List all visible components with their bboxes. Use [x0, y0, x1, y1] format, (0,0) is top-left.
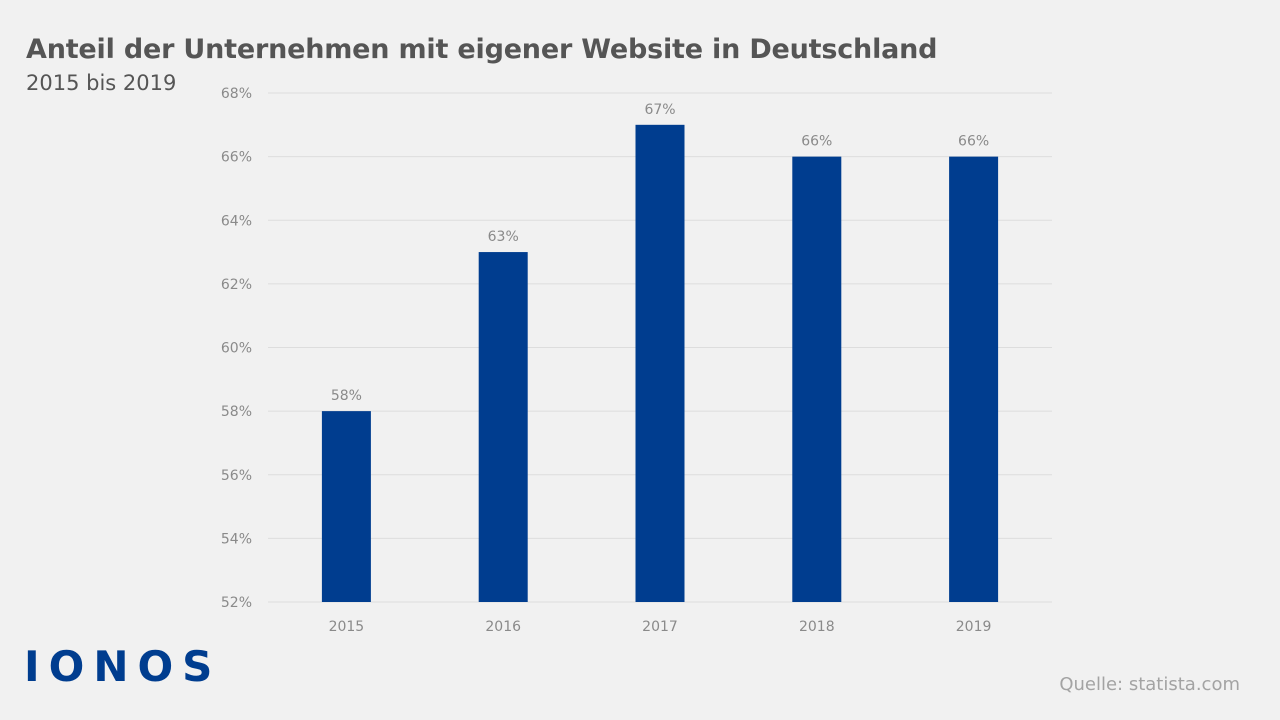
data-label-2019: 66%: [958, 134, 989, 150]
data-label-2017: 67%: [644, 102, 675, 118]
y-tick-label: 60%: [221, 341, 252, 357]
bar-2019: [949, 156, 999, 602]
data-label-2015: 58%: [331, 388, 362, 404]
bar-2015: [321, 411, 371, 602]
y-axis-ticks: 52% 54% 56% 58% 60% 62% 64% 66% 68%: [221, 86, 252, 611]
y-tick-label: 52%: [221, 595, 252, 611]
y-tick-label: 64%: [221, 213, 252, 229]
source-credit: Quelle: statista.com: [1059, 674, 1240, 695]
x-tick-label: 2016: [485, 619, 521, 635]
y-tick-label: 58%: [221, 404, 252, 420]
bars: [321, 124, 999, 602]
x-tick-label: 2018: [799, 619, 835, 635]
x-axis-ticks: 2015 2016 2017 2018 2019: [329, 619, 992, 635]
bar-2018: [792, 156, 842, 602]
y-tick-label: 66%: [221, 150, 252, 166]
y-tick-label: 54%: [221, 531, 252, 547]
data-label-2016: 63%: [488, 229, 519, 245]
x-tick-label: 2019: [956, 619, 992, 635]
y-tick-label: 68%: [221, 86, 252, 102]
bar-2016: [478, 252, 528, 602]
chart-title: Anteil der Unternehmen mit eigener Websi…: [26, 34, 938, 65]
x-tick-label: 2017: [642, 619, 678, 635]
data-label-2018: 66%: [801, 134, 832, 150]
chart-subtitle: 2015 bis 2019: [26, 71, 177, 95]
y-tick-label: 56%: [221, 468, 252, 484]
x-tick-label: 2015: [329, 619, 365, 635]
data-labels: 58% 63% 67% 66% 66%: [331, 102, 989, 404]
ionos-logo: IONOS: [24, 642, 222, 691]
y-tick-label: 62%: [221, 277, 252, 293]
bar-2017: [635, 124, 685, 602]
